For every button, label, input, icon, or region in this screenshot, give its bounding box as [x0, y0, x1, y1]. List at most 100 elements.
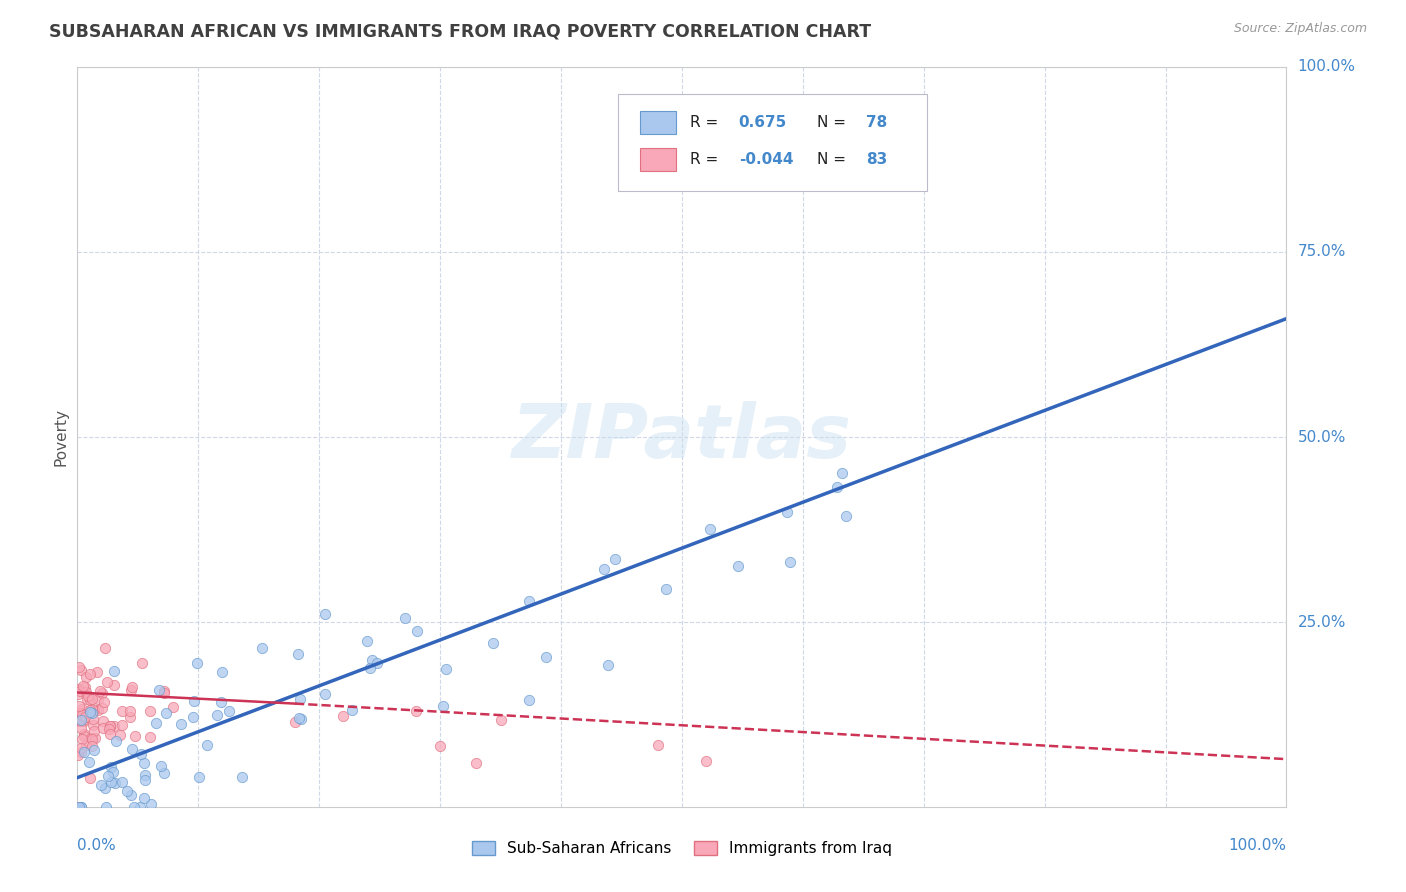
- Sub-Saharan Africans: [218, 704, 240, 718]
- Immigrants from Iraq: [332, 709, 354, 723]
- Text: -0.044: -0.044: [738, 152, 793, 167]
- Immigrants from Iraq: [82, 712, 104, 726]
- Sub-Saharan Africans: [287, 711, 309, 725]
- Sub-Saharan Africans: [205, 707, 228, 722]
- Immigrants from Iraq: [162, 700, 184, 714]
- Immigrants from Iraq: [76, 690, 98, 704]
- Text: 78: 78: [866, 115, 887, 130]
- Sub-Saharan Africans: [359, 661, 381, 675]
- Sub-Saharan Africans: [83, 742, 105, 756]
- Immigrants from Iraq: [67, 682, 90, 697]
- Text: R =: R =: [690, 152, 724, 167]
- Immigrants from Iraq: [91, 701, 114, 715]
- Sub-Saharan Africans: [101, 764, 124, 779]
- Immigrants from Iraq: [70, 706, 93, 721]
- Immigrants from Iraq: [98, 719, 121, 733]
- Text: 0.675: 0.675: [738, 115, 787, 130]
- Immigrants from Iraq: [93, 695, 115, 709]
- Immigrants from Iraq: [93, 640, 115, 655]
- Sub-Saharan Africans: [170, 717, 193, 731]
- Sub-Saharan Africans: [120, 788, 142, 802]
- Immigrants from Iraq: [83, 723, 105, 738]
- Immigrants from Iraq: [118, 704, 141, 718]
- Sub-Saharan Africans: [183, 709, 205, 723]
- Sub-Saharan Africans: [134, 767, 156, 781]
- Sub-Saharan Africans: [290, 692, 312, 706]
- Immigrants from Iraq: [120, 683, 142, 698]
- Sub-Saharan Africans: [482, 636, 505, 650]
- Immigrants from Iraq: [91, 714, 114, 728]
- Immigrants from Iraq: [489, 713, 512, 727]
- Immigrants from Iraq: [108, 728, 131, 742]
- Sub-Saharan Africans: [124, 800, 146, 814]
- Immigrants from Iraq: [70, 708, 93, 723]
- Immigrants from Iraq: [124, 729, 146, 743]
- Sub-Saharan Africans: [100, 774, 122, 789]
- Immigrants from Iraq: [96, 675, 118, 690]
- Text: 100.0%: 100.0%: [1229, 838, 1286, 853]
- Sub-Saharan Africans: [96, 800, 118, 814]
- Text: N =: N =: [817, 152, 851, 167]
- FancyBboxPatch shape: [640, 112, 676, 134]
- Immigrants from Iraq: [110, 718, 132, 732]
- Sub-Saharan Africans: [132, 791, 155, 805]
- Immigrants from Iraq: [91, 686, 114, 700]
- Sub-Saharan Africans: [69, 800, 91, 814]
- Text: 75.0%: 75.0%: [1298, 244, 1346, 260]
- Immigrants from Iraq: [103, 719, 125, 733]
- Sub-Saharan Africans: [155, 706, 177, 720]
- Sub-Saharan Africans: [779, 555, 801, 569]
- Sub-Saharan Africans: [134, 756, 156, 770]
- Sub-Saharan Africans: [517, 693, 540, 707]
- Sub-Saharan Africans: [100, 760, 122, 774]
- Sub-Saharan Africans: [655, 582, 678, 596]
- Immigrants from Iraq: [75, 680, 97, 694]
- Sub-Saharan Africans: [195, 738, 218, 752]
- Immigrants from Iraq: [647, 739, 669, 753]
- Sub-Saharan Africans: [104, 733, 127, 747]
- Sub-Saharan Africans: [94, 780, 117, 795]
- Sub-Saharan Africans: [153, 766, 176, 780]
- Immigrants from Iraq: [69, 740, 91, 755]
- Sub-Saharan Africans: [97, 769, 120, 783]
- Immigrants from Iraq: [83, 703, 105, 717]
- Sub-Saharan Africans: [70, 713, 93, 727]
- Sub-Saharan Africans: [775, 505, 797, 519]
- Immigrants from Iraq: [73, 729, 96, 743]
- Immigrants from Iraq: [111, 704, 134, 718]
- Immigrants from Iraq: [69, 714, 91, 728]
- Immigrants from Iraq: [284, 715, 307, 730]
- Sub-Saharan Africans: [603, 552, 626, 566]
- Sub-Saharan Africans: [592, 562, 614, 576]
- Sub-Saharan Africans: [534, 650, 557, 665]
- Sub-Saharan Africans: [432, 698, 454, 713]
- Immigrants from Iraq: [75, 670, 97, 684]
- Sub-Saharan Africans: [73, 745, 96, 759]
- Immigrants from Iraq: [103, 678, 125, 692]
- Sub-Saharan Africans: [231, 770, 253, 784]
- Immigrants from Iraq: [72, 713, 94, 727]
- Sub-Saharan Africans: [128, 800, 150, 814]
- Sub-Saharan Africans: [290, 712, 312, 726]
- Immigrants from Iraq: [69, 684, 91, 698]
- Sub-Saharan Africans: [287, 648, 309, 662]
- Sub-Saharan Africans: [67, 800, 90, 814]
- Sub-Saharan Africans: [366, 656, 388, 670]
- Text: 100.0%: 100.0%: [1298, 60, 1355, 74]
- Sub-Saharan Africans: [340, 703, 363, 717]
- Sub-Saharan Africans: [121, 742, 143, 756]
- Immigrants from Iraq: [73, 727, 96, 741]
- Sub-Saharan Africans: [183, 694, 205, 708]
- Sub-Saharan Africans: [149, 759, 172, 773]
- Immigrants from Iraq: [70, 706, 93, 720]
- Sub-Saharan Africans: [89, 778, 111, 792]
- Immigrants from Iraq: [98, 719, 121, 733]
- Text: 50.0%: 50.0%: [1298, 430, 1346, 444]
- Immigrants from Iraq: [86, 665, 108, 679]
- Text: Source: ZipAtlas.com: Source: ZipAtlas.com: [1233, 22, 1367, 36]
- Immigrants from Iraq: [153, 684, 176, 698]
- Immigrants from Iraq: [79, 693, 101, 707]
- Sub-Saharan Africans: [139, 797, 162, 811]
- Immigrants from Iraq: [91, 721, 114, 735]
- Immigrants from Iraq: [405, 704, 427, 718]
